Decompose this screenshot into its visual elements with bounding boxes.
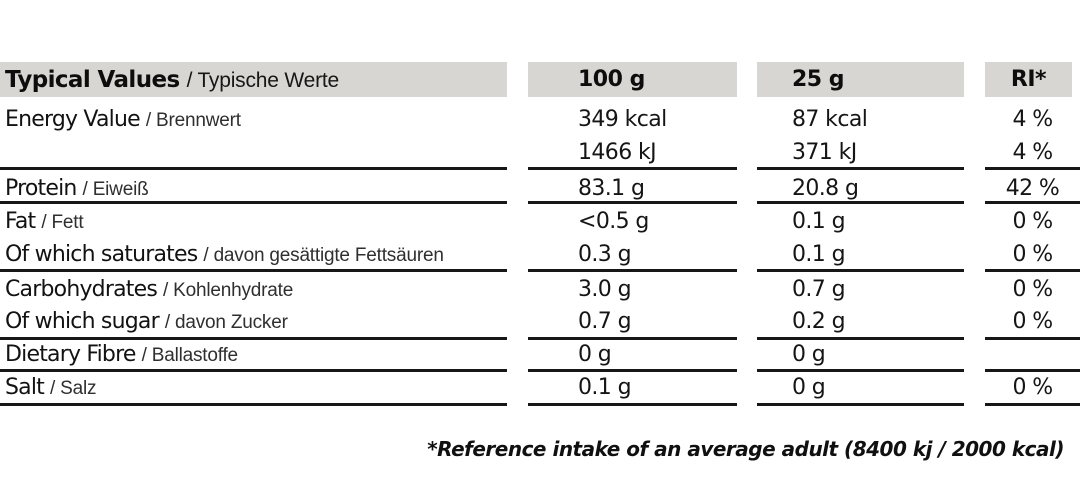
row-label-salt: Salt / Salz xyxy=(0,372,507,406)
row-label-sugar: Of which sugar / davon Zucker xyxy=(0,306,507,340)
header-title-en: Typical Values xyxy=(5,66,180,93)
row-label-fat: Fat / Fett xyxy=(5,209,84,234)
row-label-protein: Protein / Eiweiß xyxy=(0,170,507,204)
column-header-ri: RI* xyxy=(985,62,1080,97)
value-25g: 0 g xyxy=(757,372,964,406)
value-100g: 0.1 g xyxy=(528,372,737,406)
value-100g: 83.1 g xyxy=(528,170,737,204)
value-ri: 0 % xyxy=(1012,276,1053,302)
row-label-carbohydrates: Carbohydrates / Kohlenhydrate xyxy=(5,276,294,302)
value-25g: 0.7 g xyxy=(792,276,846,302)
value-100g: <0.5 g xyxy=(578,209,649,234)
value-25g: 87 kcal xyxy=(792,107,868,132)
value-100g: 0.3 g xyxy=(528,239,737,272)
nutrition-table: Typical Values / Typische Werte 100 g 25 … xyxy=(0,62,1080,406)
row-label-saturates: Of which saturates / davon gesättigte Fet… xyxy=(0,239,507,272)
value-25g: 0.2 g xyxy=(757,306,964,340)
column-header-25g: 25 g xyxy=(757,62,964,97)
row-label-fibre: Dietary Fibre / Ballastoffe xyxy=(0,340,507,372)
value-25g: 371 kJ xyxy=(757,133,964,170)
value-100g: 1466 kJ xyxy=(528,133,737,170)
value-ri: 0 % xyxy=(985,372,1080,406)
value-100g: 349 kcal xyxy=(578,107,667,132)
value-100g: 3.0 g xyxy=(578,276,632,302)
reference-intake-footnote: *Reference intake of an average adult (8… xyxy=(427,437,1064,461)
value-ri: 0 % xyxy=(1012,209,1053,234)
value-ri: 42 % xyxy=(985,170,1080,204)
header-title-de: / Typische Werte xyxy=(186,68,340,92)
value-25g: 0.1 g xyxy=(757,239,964,272)
row-label-energy: Energy Value / Brennwert xyxy=(5,107,241,132)
header-typical-values: Typical Values / Typische Werte xyxy=(0,62,507,97)
value-ri xyxy=(985,340,1080,372)
value-ri: 4 % xyxy=(1012,107,1053,132)
row-label-energy-kj xyxy=(0,133,507,170)
value-ri: 0 % xyxy=(985,306,1080,340)
column-header-100g: 100 g xyxy=(528,62,737,97)
value-25g: 0.1 g xyxy=(792,209,846,234)
value-ri: 4 % xyxy=(985,133,1080,170)
value-25g: 0 g xyxy=(757,340,964,372)
value-100g: 0.7 g xyxy=(528,306,737,340)
value-ri: 0 % xyxy=(985,239,1080,272)
header-label: Typical Values / Typische Werte xyxy=(5,67,339,93)
value-100g: 0 g xyxy=(528,340,737,372)
value-25g: 20.8 g xyxy=(757,170,964,204)
